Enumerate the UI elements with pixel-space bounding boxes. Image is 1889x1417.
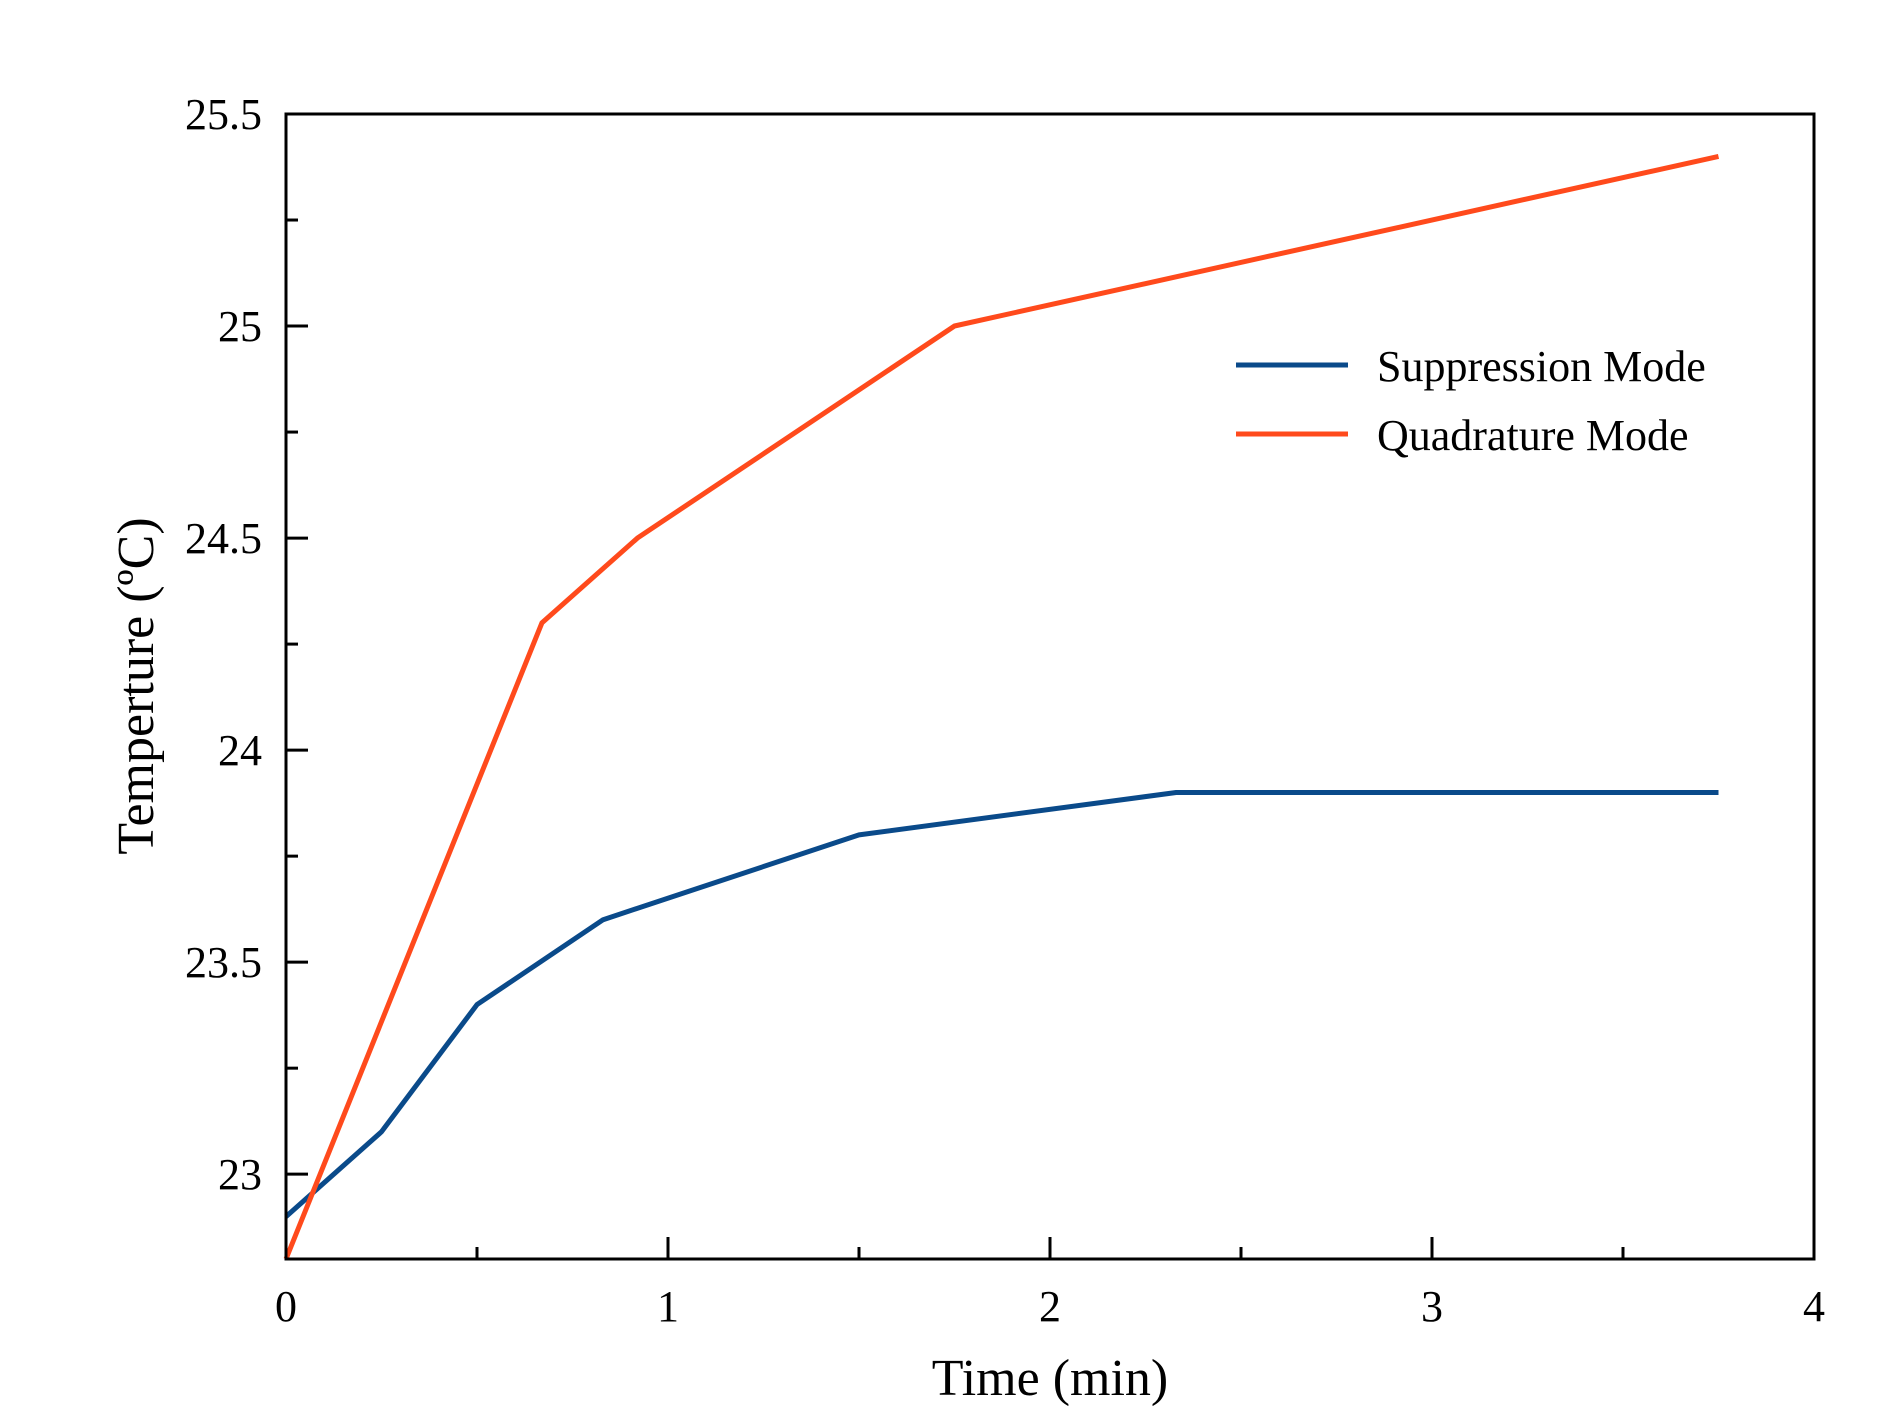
y-axis-title: Temperture (ºC) xyxy=(108,517,165,854)
x-tick-label: 4 xyxy=(1803,1282,1825,1331)
x-tick-label: 0 xyxy=(275,1282,297,1331)
y-tick-label: 24.5 xyxy=(185,514,262,563)
x-tick-label: 3 xyxy=(1421,1282,1443,1331)
y-tick-label: 25.5 xyxy=(185,90,262,139)
x-tick-label: 1 xyxy=(657,1282,679,1331)
y-tick-label: 23 xyxy=(218,1150,262,1199)
legend-label: Suppression Mode xyxy=(1377,342,1706,391)
series-lines xyxy=(283,153,1720,1260)
axis-ticks xyxy=(284,112,1816,1259)
legend-label: Quadrature Mode xyxy=(1377,411,1689,460)
x-tick-label: 2 xyxy=(1039,1282,1061,1331)
y-tick-label: 25 xyxy=(218,302,262,351)
series-line-suppression-mode xyxy=(284,790,1719,1219)
series-line-quadrature-mode xyxy=(283,153,1720,1260)
x-axis-title: Time (min) xyxy=(932,1350,1168,1407)
legend: Suppression Mode Quadrature Mode xyxy=(1236,342,1706,460)
y-tick-label: 23.5 xyxy=(185,938,262,987)
y-tick-label: 24 xyxy=(218,726,262,775)
